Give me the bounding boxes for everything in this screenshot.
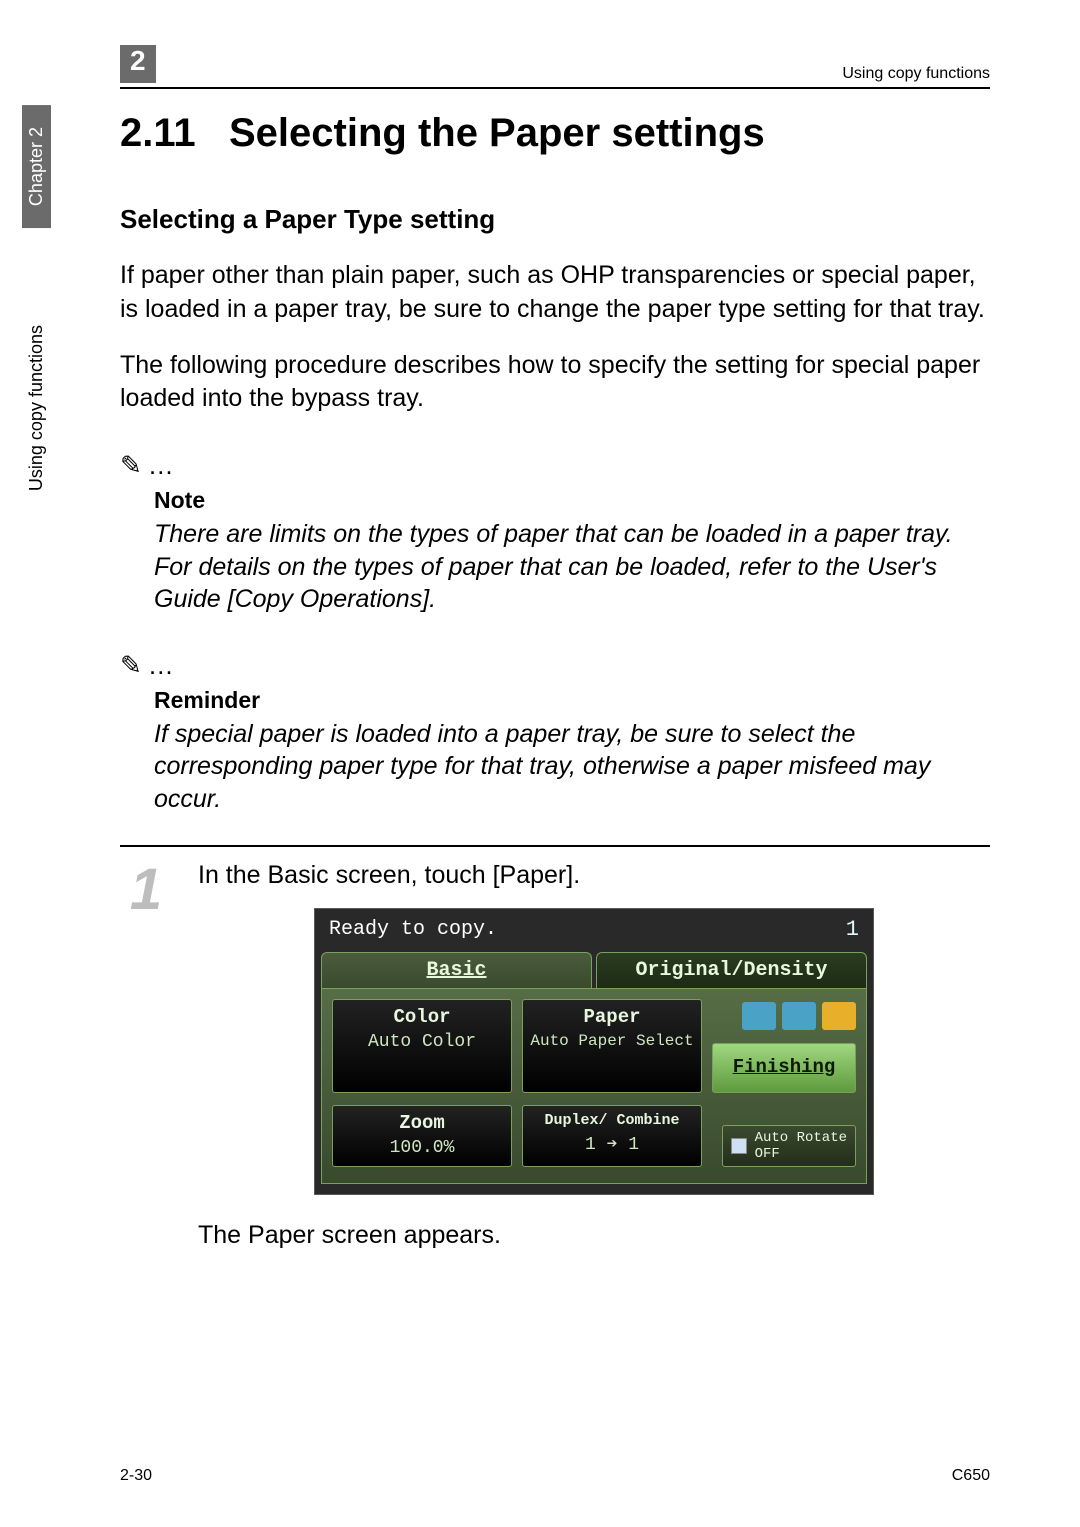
paper-title: Paper	[527, 1004, 697, 1032]
tab-original-density[interactable]: Original/Density	[596, 952, 867, 988]
zoom-button[interactable]: Zoom 100.0%	[332, 1105, 512, 1167]
running-head: Using copy functions	[842, 65, 990, 83]
page-icon	[731, 1138, 747, 1154]
step-text: In the Basic screen, touch [Paper].	[198, 861, 990, 890]
section-title: 2.11 Selecting the Paper settings	[120, 111, 990, 156]
finishing-title: Finishing	[717, 1054, 851, 1082]
step-separator	[120, 845, 990, 847]
side-tab-chapter: Chapter 2	[22, 105, 51, 228]
note-label: Note	[154, 487, 990, 514]
auto-rotate-button[interactable]: Auto Rotate OFF	[722, 1125, 856, 1167]
side-tab-section: Using copy functions	[26, 325, 47, 491]
preview-icon-3	[822, 1002, 856, 1030]
color-value: Auto Color	[337, 1032, 507, 1052]
auto-rotate-label: Auto Rotate	[755, 1130, 847, 1146]
subheading: Selecting a Paper Type setting	[120, 204, 990, 235]
ellipsis-icon: …	[148, 450, 174, 481]
reminder-label: Reminder	[154, 687, 990, 714]
color-title: Color	[337, 1004, 507, 1032]
page-header: 2 Using copy functions	[120, 45, 990, 83]
note-callout: ✎… Note There are limits on the types of…	[120, 450, 990, 616]
intro-paragraph-1: If paper other than plain paper, such as…	[120, 259, 990, 327]
duplex-left: 1	[585, 1135, 596, 1155]
duplex-right: 1	[628, 1135, 639, 1155]
reminder-body: If special paper is loaded into a paper …	[154, 718, 990, 816]
preview-icons	[712, 999, 856, 1033]
step-result-text: The Paper screen appears.	[198, 1221, 990, 1250]
header-rule	[120, 87, 990, 89]
step-1: 1 In the Basic screen, touch [Paper]. Re…	[120, 861, 990, 1250]
status-text: Ready to copy.	[329, 918, 497, 941]
duplex-title: Duplex/ Combine	[527, 1110, 697, 1133]
intro-paragraph-2: The following procedure describes how to…	[120, 349, 990, 417]
duplex-combine-button[interactable]: Duplex/ Combine 1 ➔ 1	[522, 1105, 702, 1167]
page-number: 2-30	[120, 1467, 152, 1485]
zoom-value: 100.0%	[337, 1138, 507, 1158]
tab-basic[interactable]: Basic	[321, 952, 592, 988]
pencil-icon: ✎	[120, 450, 142, 481]
pencil-icon: ✎	[120, 650, 142, 681]
preview-icon-2	[782, 1002, 816, 1030]
chapter-number-box: 2	[120, 45, 156, 83]
finishing-button[interactable]: Finishing	[712, 1043, 856, 1093]
reminder-callout: ✎… Reminder If special paper is loaded i…	[120, 650, 990, 816]
copy-count: 1	[846, 917, 859, 942]
note-body: There are limits on the types of paper t…	[154, 518, 990, 616]
arrow-right-icon: ➔	[607, 1135, 618, 1155]
model-code: C650	[952, 1467, 990, 1485]
step-number: 1	[120, 861, 172, 919]
auto-rotate-value: OFF	[755, 1146, 780, 1162]
paper-value: Auto Paper Select	[527, 1032, 697, 1050]
preview-icon-1	[742, 1002, 776, 1030]
paper-button[interactable]: Paper Auto Paper Select	[522, 999, 702, 1093]
zoom-title: Zoom	[337, 1110, 507, 1138]
section-title-text: Selecting the Paper settings	[229, 111, 765, 155]
ellipsis-icon: …	[148, 650, 174, 681]
page-footer: 2-30 C650	[120, 1467, 990, 1485]
section-number: 2.11	[120, 111, 196, 155]
touchscreen-screenshot: Ready to copy. 1 Basic Original/Density …	[314, 908, 874, 1195]
color-button[interactable]: Color Auto Color	[332, 999, 512, 1093]
